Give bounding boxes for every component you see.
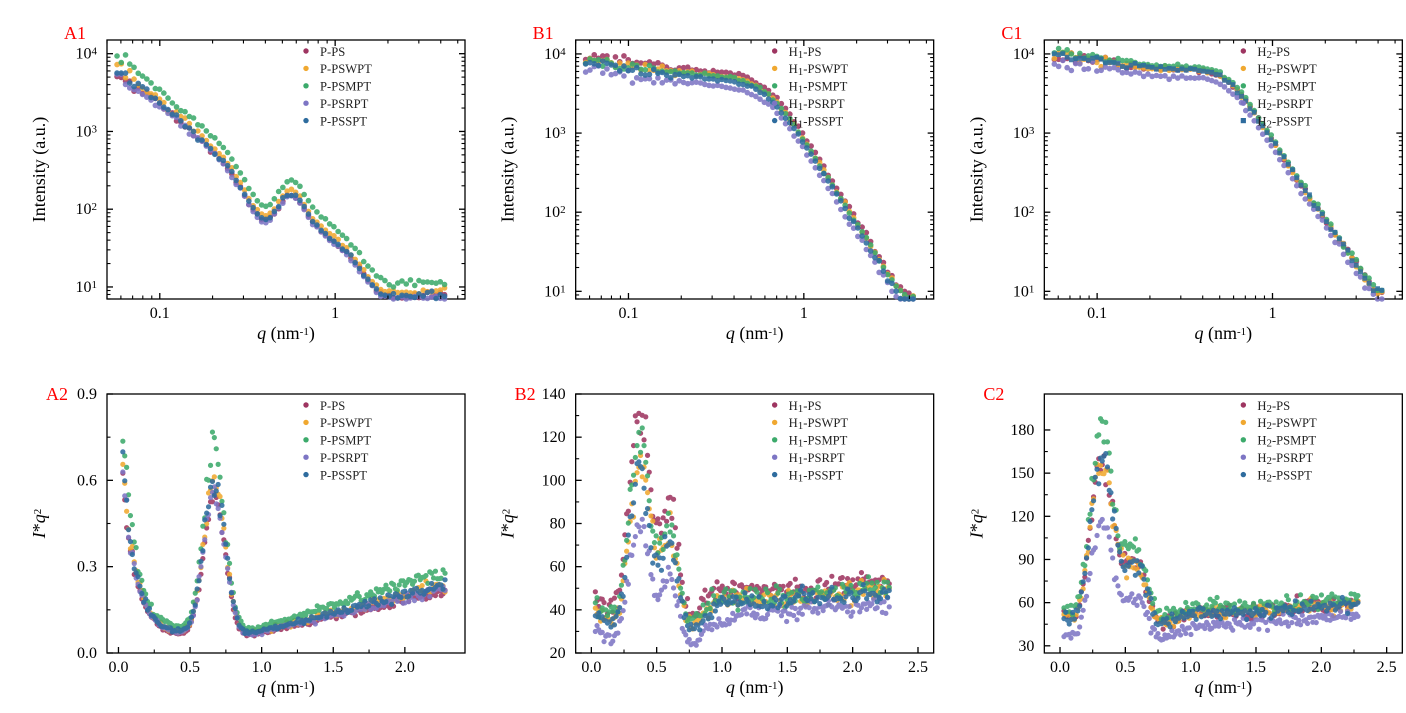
svg-text:90: 90 xyxy=(1018,551,1034,568)
svg-text:A2: A2 xyxy=(46,384,68,404)
svg-text:P-PSWPT: P-PSWPT xyxy=(320,62,372,76)
svg-text:30: 30 xyxy=(1018,638,1034,655)
svg-text:B1: B1 xyxy=(533,23,554,43)
svg-text:H2-PSMPT: H2-PSMPT xyxy=(1257,434,1316,450)
svg-text:H2-PSRPT: H2-PSRPT xyxy=(1257,97,1313,113)
svg-text:100: 100 xyxy=(542,472,566,489)
svg-text:H2-PSMPT: H2-PSMPT xyxy=(1257,80,1316,96)
svg-text:H1-PSMPT: H1-PSMPT xyxy=(789,434,848,450)
svg-text:Intensity (a.u.): Intensity (a.u.) xyxy=(498,117,519,222)
svg-text:1: 1 xyxy=(331,305,339,322)
svg-text:120: 120 xyxy=(542,429,566,446)
svg-text:120: 120 xyxy=(1010,508,1034,525)
svg-text:0.1: 0.1 xyxy=(1087,305,1107,322)
svg-text:0.0: 0.0 xyxy=(581,659,601,676)
svg-text:0.5: 0.5 xyxy=(1115,659,1135,676)
svg-text:H1-PSWPT: H1-PSWPT xyxy=(789,62,849,78)
svg-text:H2-PS: H2-PS xyxy=(1257,399,1290,415)
svg-text:180: 180 xyxy=(1010,422,1034,439)
svg-text:Intensity (a.u.): Intensity (a.u.) xyxy=(29,117,50,222)
svg-text:P-PSSPT: P-PSSPT xyxy=(320,468,367,482)
svg-text:1: 1 xyxy=(1269,305,1277,322)
svg-text:P-PSMPT: P-PSMPT xyxy=(320,80,371,94)
svg-text:H2-PSSPT: H2-PSSPT xyxy=(1257,114,1312,130)
svg-text:0.0: 0.0 xyxy=(108,659,128,676)
svg-text:150: 150 xyxy=(1010,465,1034,482)
svg-text:60: 60 xyxy=(550,559,566,576)
svg-text:140: 140 xyxy=(542,386,566,403)
svg-text:60: 60 xyxy=(1018,595,1034,612)
svg-text:80: 80 xyxy=(550,516,566,533)
svg-text:H1-PSRPT: H1-PSRPT xyxy=(789,97,845,113)
svg-text:P-PS: P-PS xyxy=(320,45,345,59)
svg-text:1: 1 xyxy=(800,305,808,322)
svg-text:0.1: 0.1 xyxy=(618,305,638,322)
svg-text:1.5: 1.5 xyxy=(323,659,343,676)
svg-text:H2-PSWPT: H2-PSWPT xyxy=(1257,416,1317,432)
svg-text:0.0: 0.0 xyxy=(1050,659,1070,676)
svg-text:P-PSRPT: P-PSRPT xyxy=(320,451,369,465)
svg-text:2.0: 2.0 xyxy=(843,659,863,676)
svg-text:20: 20 xyxy=(550,645,566,662)
svg-text:P-PSRPT: P-PSRPT xyxy=(320,97,369,111)
svg-text:40: 40 xyxy=(550,602,566,619)
svg-text:1.5: 1.5 xyxy=(1246,659,1266,676)
svg-text:0.9: 0.9 xyxy=(77,386,97,403)
svg-text:B2: B2 xyxy=(515,384,536,404)
svg-text:0.5: 0.5 xyxy=(647,659,667,676)
svg-text:H1-PSRPT: H1-PSRPT xyxy=(789,451,845,467)
svg-text:C2: C2 xyxy=(983,384,1004,404)
svg-text:0.1: 0.1 xyxy=(150,305,170,322)
svg-text:A1: A1 xyxy=(64,23,86,43)
svg-text:0.5: 0.5 xyxy=(180,659,200,676)
svg-text:H1-PSSPT: H1-PSSPT xyxy=(789,468,844,484)
svg-text:H1-PSSPT: H1-PSSPT xyxy=(789,114,844,130)
svg-text:H2-PSRPT: H2-PSRPT xyxy=(1257,451,1313,467)
svg-text:1.0: 1.0 xyxy=(1181,659,1201,676)
svg-text:H2-PS: H2-PS xyxy=(1257,45,1290,61)
svg-text:H2-PSWPT: H2-PSWPT xyxy=(1257,62,1317,78)
svg-text:Intensity (a.u.): Intensity (a.u.) xyxy=(966,117,987,222)
svg-text:H1-PSWPT: H1-PSWPT xyxy=(789,416,849,432)
svg-text:2.0: 2.0 xyxy=(1311,659,1331,676)
svg-text:H2-PSSPT: H2-PSSPT xyxy=(1257,468,1312,484)
svg-text:0.3: 0.3 xyxy=(77,559,97,576)
svg-text:P-PSSPT: P-PSSPT xyxy=(320,114,367,128)
svg-text:H1-PS: H1-PS xyxy=(789,45,822,61)
svg-text:0.0: 0.0 xyxy=(77,645,97,662)
svg-text:H1-PS: H1-PS xyxy=(789,399,822,415)
svg-text:2.5: 2.5 xyxy=(1377,659,1397,676)
svg-text:H1-PSMPT: H1-PSMPT xyxy=(789,80,848,96)
svg-text:1.0: 1.0 xyxy=(712,659,732,676)
svg-text:1.0: 1.0 xyxy=(252,659,272,676)
svg-text:C1: C1 xyxy=(1001,23,1022,43)
svg-text:1.5: 1.5 xyxy=(777,659,797,676)
svg-text:2.0: 2.0 xyxy=(395,659,415,676)
svg-text:P-PSWPT: P-PSWPT xyxy=(320,416,372,430)
svg-text:2.5: 2.5 xyxy=(908,659,928,676)
svg-text:P-PSMPT: P-PSMPT xyxy=(320,434,371,448)
svg-text:0.6: 0.6 xyxy=(77,472,97,489)
svg-text:P-PS: P-PS xyxy=(320,399,345,413)
